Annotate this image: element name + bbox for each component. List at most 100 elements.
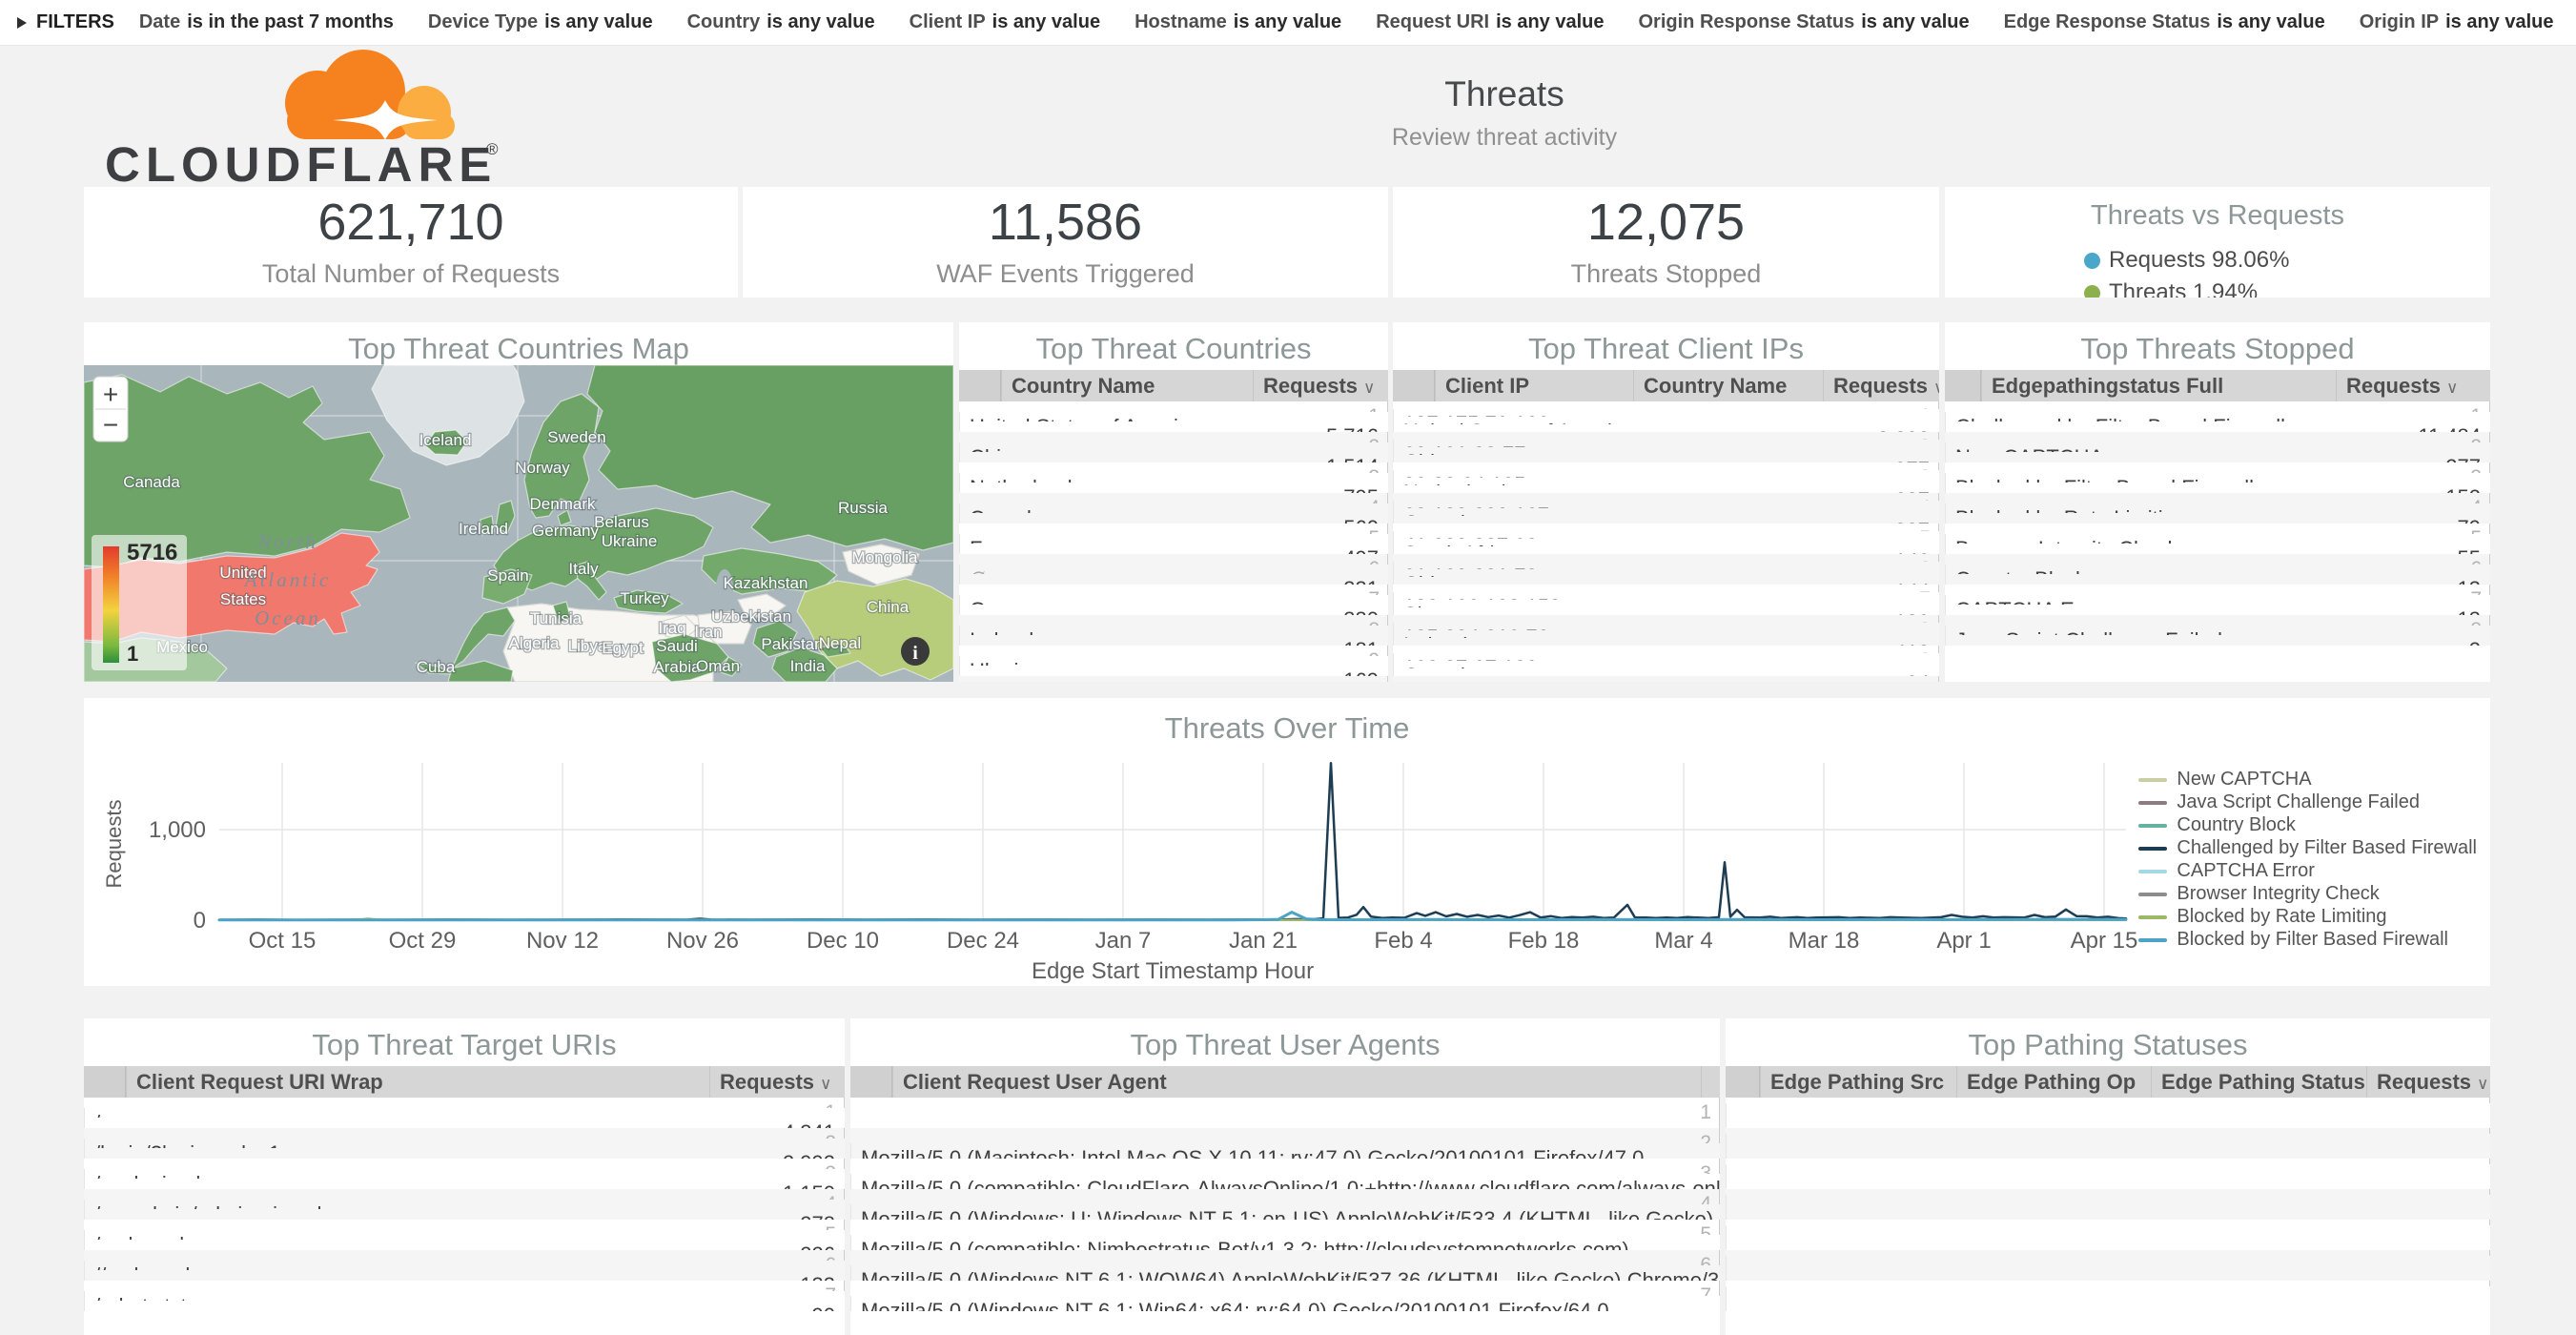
- table-row[interactable]: 9198.27.67.120Canada94: [1393, 646, 1939, 676]
- table-row[interactable]: 5France497: [959, 524, 1388, 554]
- table-row[interactable]: 8Java Script Challenge Failed2: [1945, 615, 2490, 646]
- table-row[interactable]: 7 Mozilla/5.0 (Windows NT 6.1; Win64; x64…: [850, 1281, 1720, 1311]
- column-header[interactable]: Edge Pathing Op: [1956, 1066, 2151, 1098]
- column-header[interactable]: Client IP: [1435, 370, 1633, 401]
- column-header[interactable]: Requests∨: [1253, 370, 1388, 401]
- table-row[interactable]: 2/login/?login_only=12,992: [84, 1128, 845, 1159]
- table-cell: wl: [1726, 1262, 2490, 1269]
- column-header[interactable]: Requests∨: [2336, 370, 2490, 401]
- table-row[interactable]: 1137.175.79.166United States of America2…: [1393, 401, 1939, 432]
- table-row[interactable]: 5/xmlrpc.php226: [84, 1220, 845, 1250]
- filters-toggle[interactable]: FILTERS: [17, 11, 114, 33]
- threats-over-time-chart[interactable]: 0 1,000 Oct 15 Oct 29 Nov 12 Nov 26 Dec 10 Dec …: [84, 698, 2490, 986]
- filter-chip[interactable]: Request URI is any value: [1376, 11, 1604, 33]
- table-row[interactable]: 1Challenged by Filter Based Firewall11,4…: [1945, 401, 2490, 432]
- table-row[interactable]: 380.82.64.105Netherlands637: [1393, 462, 1939, 493]
- table-row[interactable]: 6//xmlrpc.php133: [84, 1250, 845, 1281]
- map-label: Iceland: [419, 431, 472, 449]
- table-row[interactable]: 5macrowlwl6,595: [1726, 1220, 2490, 1250]
- table-row[interactable]: 6userwlip2,107: [1726, 1250, 2490, 1281]
- column-header[interactable]: Requests∨: [1823, 370, 1939, 401]
- column-header[interactable]: Country Name: [1001, 370, 1253, 401]
- table-row[interactable]: 3Blocked by Filter Based Firewall152: [1945, 462, 2490, 493]
- table-row[interactable]: 4Blocked by Rate Limiting79: [1945, 493, 2490, 524]
- filter-chip[interactable]: Edge Response Status is any value: [2004, 11, 2325, 33]
- table-row[interactable]: 2New CAPTCHA277: [1945, 432, 2490, 462]
- table-row[interactable]: 7188.166.188.152Singapore129: [1393, 585, 1939, 615]
- filter-chip[interactable]: Date is in the past 7 months: [139, 11, 394, 33]
- filter-chip[interactable]: Device Type is any value: [428, 11, 653, 33]
- table-row[interactable]: 1/4,341: [84, 1098, 845, 1128]
- table-row[interactable]: 7CAPTCHA Error13: [1945, 585, 2490, 615]
- table-row[interactable]: 6Country Block13: [1945, 554, 2490, 585]
- table-row[interactable]: 661.160.221.73China144: [1393, 554, 1939, 585]
- chart-legend-item[interactable]: New CAPTCHA: [2138, 769, 2477, 790]
- table-cell: 169: [959, 666, 1388, 676]
- filter-chip[interactable]: Origin IP is any value: [2360, 11, 2554, 33]
- chart-legend-item[interactable]: Browser Integrity Check: [2138, 883, 2477, 904]
- table-row[interactable]: 3Netherlands795: [959, 462, 1388, 493]
- column-header[interactable]: Client Request URI Wrap: [126, 1066, 709, 1098]
- table-cell: 146: [1393, 546, 1939, 554]
- table-row[interactable]: 260.191.38.77China977: [1393, 432, 1939, 462]
- filter-chip[interactable]: Origin Response Status is any value: [1639, 11, 1970, 33]
- table-row[interactable]: 6 Mozilla/5.0 (Windows NT 6.1; WOW64) App…: [850, 1250, 1720, 1281]
- table-row[interactable]: 3 Mozilla/5.0 (compatible; CloudFlare-Alw…: [850, 1159, 1720, 1189]
- column-header[interactable]: Edge Pathing Src: [1760, 1066, 1956, 1098]
- column-header[interactable]: Country Name: [1633, 370, 1823, 401]
- column-header[interactable]: Edge Pathing Status: [2151, 1066, 2366, 1098]
- table-row[interactable]: 1macrowlnr554,758: [1726, 1098, 2490, 1128]
- table-row[interactable]: 4Canada560: [959, 493, 1388, 524]
- table-row[interactable]: 468.183.200.167Canada237: [1393, 493, 1939, 524]
- table-row[interactable]: 5Browser Integrity Check55: [1945, 524, 2490, 554]
- column-header[interactable]: Requests∨: [2366, 1066, 2490, 1098]
- table-row[interactable]: 8185.234.219.70Ireland112: [1393, 615, 1939, 646]
- table-row[interactable]: 7/robots.txt90: [84, 1281, 845, 1311]
- table-row[interactable]: 10Singapore158: [959, 676, 1388, 682]
- legend-swatch-icon: [2138, 869, 2168, 873]
- table-row[interactable]: 4macrowlse6,734: [1726, 1189, 2490, 1220]
- filter-chip[interactable]: Country is any value: [687, 11, 875, 33]
- map-info-button[interactable]: i: [901, 637, 930, 666]
- table-row[interactable]: 4/wp-admin/admin-ajax.php278: [84, 1189, 845, 1220]
- table-row[interactable]: 8Ireland181: [959, 615, 1388, 646]
- filter-field: Edge Response Status: [2003, 11, 2211, 32]
- table-row[interactable]: 3/wp-login.php1,150: [84, 1159, 845, 1189]
- table-row[interactable]: 2China1,514: [959, 432, 1388, 462]
- filter-chip[interactable]: Hostname is any value: [1135, 11, 1341, 33]
- chart-legend-item[interactable]: Challenged by Filter Based Firewall: [2138, 837, 2477, 858]
- table-row[interactable]: 541.222.227.98South Africa146: [1393, 524, 1939, 554]
- table-row[interactable]: 2skipwlaoCrawl37,834: [1726, 1128, 2490, 1159]
- filter-chip[interactable]: Client IP is any value: [910, 11, 1100, 33]
- map-zoom-out-button[interactable]: −: [103, 410, 118, 440]
- chart-legend-item[interactable]: Java Script Challenge Failed: [2138, 791, 2477, 812]
- map-ireland: [480, 515, 495, 536]
- table-row[interactable]: 4 Mozilla/5.0 (Windows; U; Windows NT 5.1…: [850, 1189, 1720, 1220]
- column-header[interactable]: [1701, 1066, 1720, 1098]
- chart-legend-item[interactable]: Blocked by Rate Limiting: [2138, 906, 2477, 927]
- table-cell: Mozilla/5.0 (Windows NT 6.1; Win64; x64;…: [850, 1296, 1720, 1311]
- map-label: Ocean: [255, 606, 321, 629]
- series-line: [217, 911, 2128, 922]
- chart-legend-item[interactable]: CAPTCHA Error: [2138, 860, 2477, 881]
- table-row[interactable]: 1: [850, 1098, 1720, 1128]
- table-row[interactable]: 2 Mozilla/5.0 (Macintosh; Intel Mac OS X …: [850, 1128, 1720, 1159]
- chart-legend-item[interactable]: Blocked by Filter Based Firewall: [2138, 929, 2477, 950]
- map-iraq: [663, 614, 699, 641]
- table-row[interactable]: 5 Mozilla/5.0 (compatible; Nimbostratus-B…: [850, 1220, 1720, 1250]
- table-row[interactable]: 6∅331: [959, 554, 1388, 585]
- column-header[interactable]: Edgepathingstatus Full: [1981, 370, 2336, 401]
- table-row[interactable]: 7undefunknownunknown1,168: [1726, 1281, 2490, 1311]
- table-row[interactable]: 7Germany330: [959, 585, 1388, 615]
- row-rank: 5: [1945, 524, 2490, 534]
- world-map[interactable]: CanadaUnitedStatesMexicoCubaIcelandIrela…: [84, 364, 953, 682]
- table-row[interactable]: 3filterBasedFirewallchlcaptchaNew11,467: [1726, 1159, 2490, 1189]
- column-header[interactable]: Requests∨: [709, 1066, 845, 1098]
- row-rank: 7: [959, 585, 1388, 595]
- table-row[interactable]: 1061.160.247.137China88: [1393, 676, 1939, 682]
- map-zoom-in-button[interactable]: +: [103, 380, 118, 409]
- table-row[interactable]: 9Ukraine169: [959, 646, 1388, 676]
- table-row[interactable]: 1United States of America5,716: [959, 401, 1388, 432]
- chart-legend-item[interactable]: Country Block: [2138, 814, 2477, 835]
- column-header[interactable]: Client Request User Agent: [892, 1066, 1701, 1098]
